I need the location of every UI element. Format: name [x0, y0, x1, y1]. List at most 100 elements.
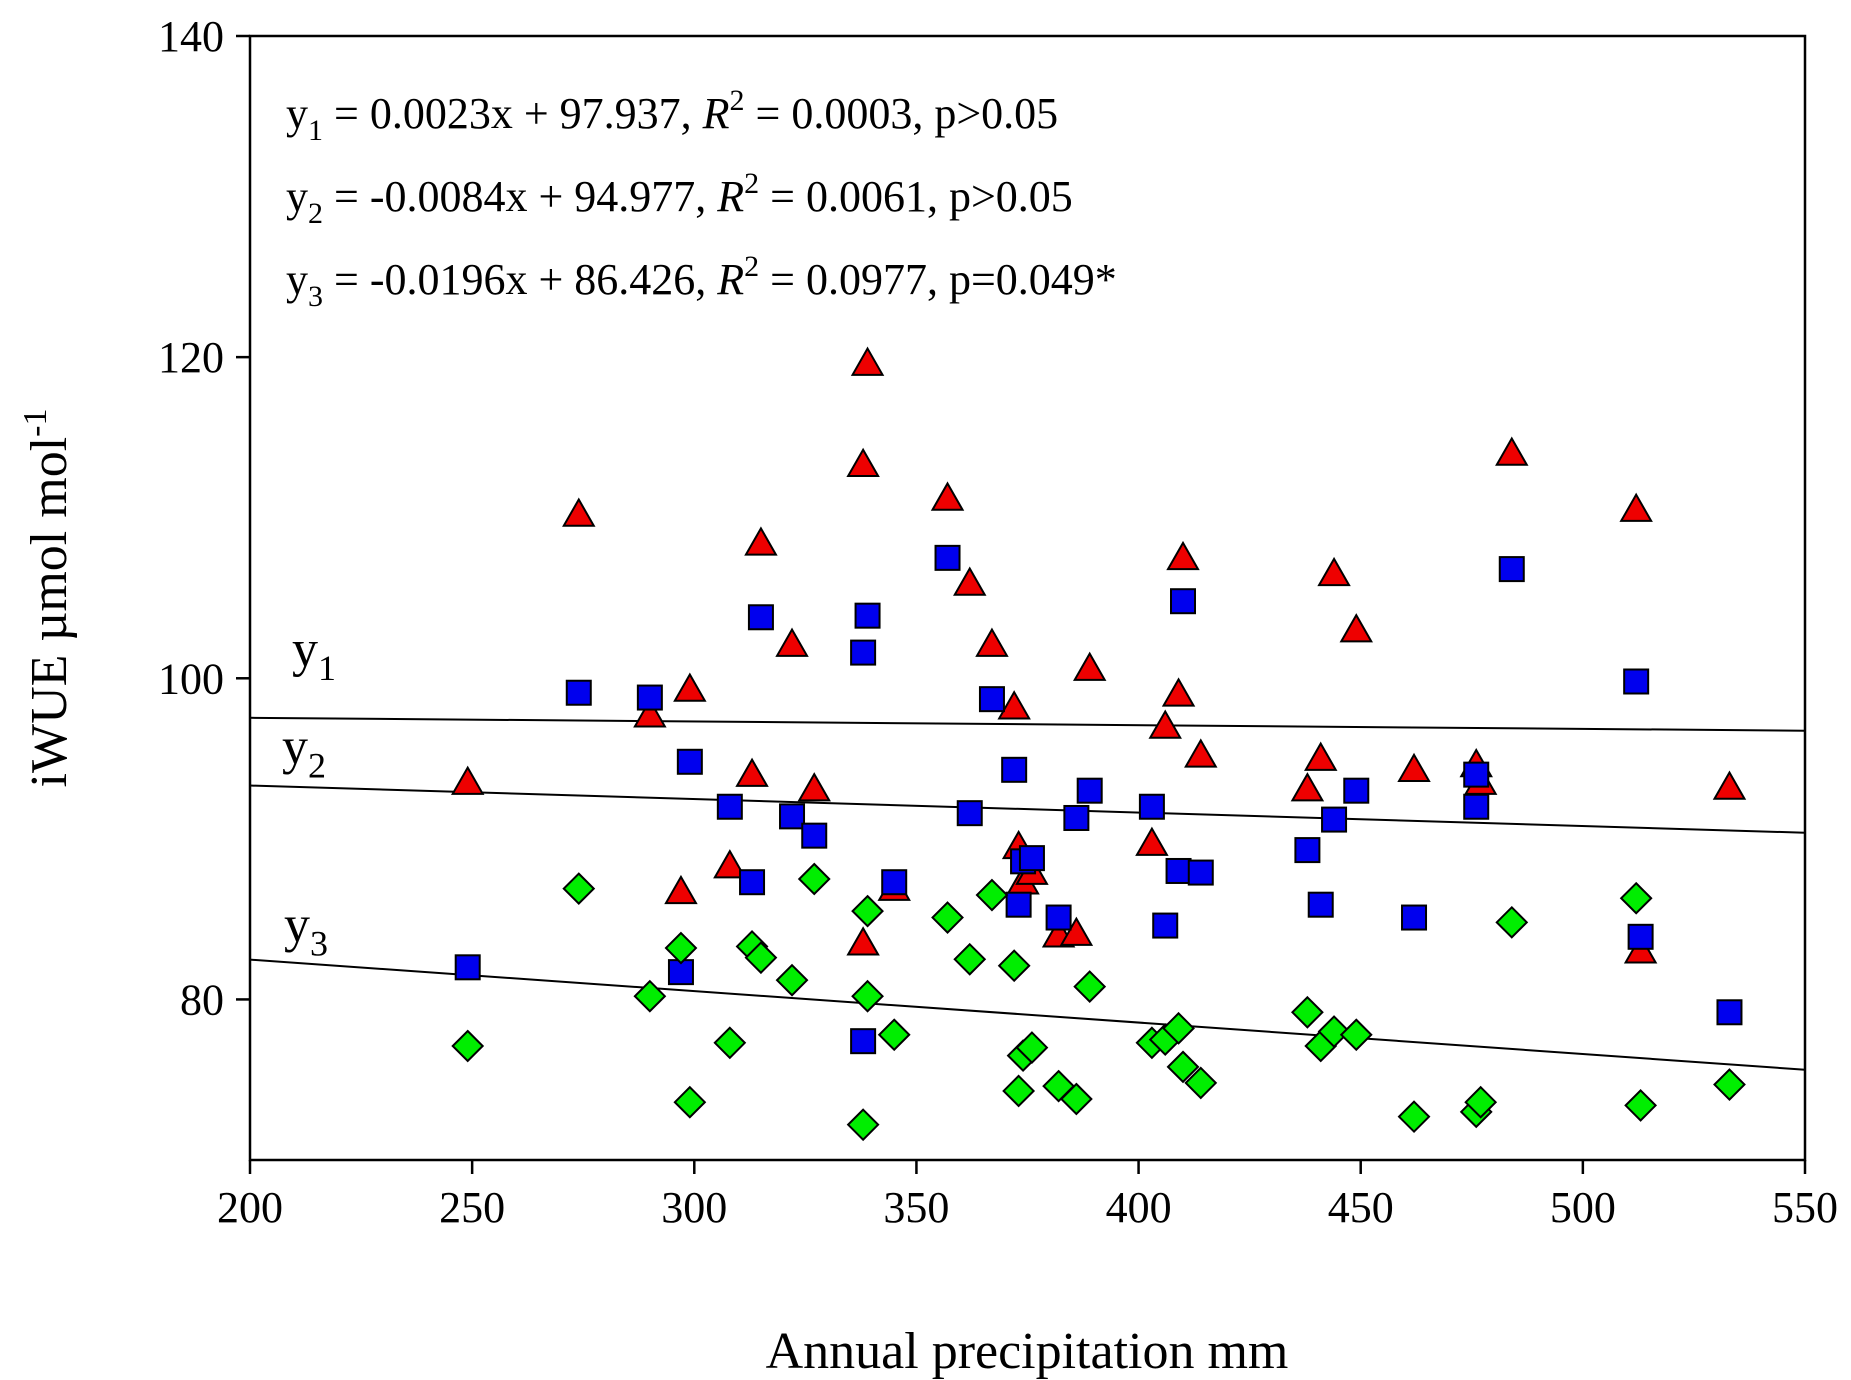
- square-point: [1152, 912, 1179, 939]
- equation-stats: = 0.0977, p=0.049*: [759, 255, 1117, 304]
- diamond-point: [1015, 1031, 1049, 1065]
- regression-label-main: y: [282, 719, 308, 776]
- equation-r: R: [716, 255, 744, 304]
- triangle-point: [846, 926, 880, 956]
- triangle-point: [1619, 492, 1653, 522]
- square-point: [1005, 891, 1032, 918]
- triangle-point: [664, 874, 698, 905]
- triangle-point: [797, 772, 831, 802]
- diamond-point: [713, 1026, 747, 1060]
- x-axis-title: Annual precipitation mm: [766, 1323, 1289, 1380]
- square-point: [956, 800, 983, 827]
- regression-equations: y1 = 0.0023x + 97.937, R2 = 0.0003, p>0.…: [286, 84, 1117, 313]
- equation-y: y: [286, 255, 308, 304]
- triangle-point: [850, 346, 885, 376]
- diamond-point: [562, 872, 596, 906]
- equation-y: y: [286, 172, 308, 221]
- square-point: [881, 869, 908, 896]
- triangle-point: [1166, 540, 1200, 571]
- square-point: [1018, 845, 1045, 872]
- y-tick-label: 120: [158, 333, 224, 382]
- equation-subscript: 1: [308, 114, 323, 147]
- triangle-point: [1135, 826, 1169, 856]
- diamond-point: [1339, 1018, 1373, 1052]
- regression-line: [249, 716, 1806, 732]
- regression-label: y1: [292, 621, 336, 688]
- x-tick-label: 350: [883, 1183, 949, 1232]
- data-points: [450, 346, 1747, 1142]
- diamond-point: [1495, 905, 1529, 939]
- triangle-point: [633, 698, 667, 728]
- triangle-point: [744, 526, 778, 556]
- diamond-point: [846, 1108, 880, 1142]
- diamond-point: [1713, 1068, 1746, 1101]
- square-point: [850, 1028, 877, 1055]
- equation-r: R: [716, 172, 744, 221]
- triangle-point: [562, 497, 596, 527]
- diamond-point: [1073, 970, 1107, 1003]
- square-point: [716, 793, 743, 820]
- square-point: [1307, 891, 1334, 918]
- diamond-point: [1162, 1011, 1195, 1045]
- square-point: [454, 954, 481, 981]
- diamond-point: [975, 878, 1009, 912]
- y-axis-title-superscript: -1: [17, 409, 54, 437]
- triangle-point: [846, 447, 880, 477]
- square-point: [1343, 777, 1370, 804]
- square-point: [779, 803, 806, 830]
- square-point: [1187, 859, 1214, 886]
- square-point: [667, 959, 694, 986]
- triangle-point: [1304, 741, 1338, 771]
- x-tick-label: 550: [1772, 1183, 1838, 1232]
- x-axis: 200 250 300 350 400 450 500 550: [217, 1160, 1838, 1232]
- square-point: [676, 748, 703, 775]
- y-tick-label: 140: [158, 12, 224, 61]
- x-tick-label: 200: [217, 1183, 283, 1232]
- regression-label: y3: [284, 897, 328, 964]
- diamond-point: [1290, 995, 1324, 1029]
- regression-label-subscript: 1: [318, 648, 336, 688]
- diamond-point: [797, 862, 831, 896]
- square-point: [1165, 857, 1192, 884]
- square-point: [1463, 793, 1490, 820]
- triangle-point: [1290, 772, 1325, 802]
- square-point: [801, 822, 828, 849]
- square-point: [1627, 923, 1654, 950]
- diamond-point: [953, 942, 987, 976]
- equation-superscript: 2: [730, 84, 745, 117]
- y-axis-title-main: iWUE µmol mol: [21, 437, 78, 788]
- square-point: [1294, 837, 1321, 864]
- x-tick-label: 400: [1106, 1183, 1172, 1232]
- diamond-point: [1184, 1066, 1218, 1100]
- triangle-point: [1397, 752, 1431, 783]
- triangle-point: [1059, 916, 1094, 946]
- regression-label: y2: [282, 719, 326, 786]
- diamond-point: [633, 979, 667, 1013]
- square-point: [850, 639, 877, 666]
- triangle-point: [1339, 613, 1373, 643]
- plot-frame: [248, 34, 1807, 1162]
- triangle-point: [1072, 651, 1107, 681]
- x-tick-label: 300: [661, 1183, 727, 1232]
- equation-stats: = 0.0061, p>0.05: [759, 172, 1073, 221]
- diamond-point: [1059, 1082, 1093, 1116]
- square-point: [1076, 777, 1103, 804]
- square-point: [565, 679, 592, 706]
- diamond-point: [1619, 881, 1653, 915]
- equation-r: R: [702, 89, 730, 138]
- equation-formula: = -0.0084x + 94.977,: [323, 172, 717, 221]
- equation-subscript: 2: [308, 197, 323, 230]
- x-tick-label: 250: [439, 1183, 505, 1232]
- y-axis: 80 100 120 140: [158, 12, 250, 1024]
- diamond-point: [877, 1018, 911, 1052]
- y-tick-label: 80: [180, 975, 224, 1024]
- square-point: [1623, 668, 1650, 695]
- regression-label-subscript: 2: [308, 746, 326, 786]
- square-point: [1138, 793, 1165, 820]
- triangle-point: [1317, 556, 1351, 587]
- regression-label-main: y: [292, 621, 318, 678]
- triangle-point: [1148, 709, 1182, 739]
- diamond-point: [851, 894, 884, 928]
